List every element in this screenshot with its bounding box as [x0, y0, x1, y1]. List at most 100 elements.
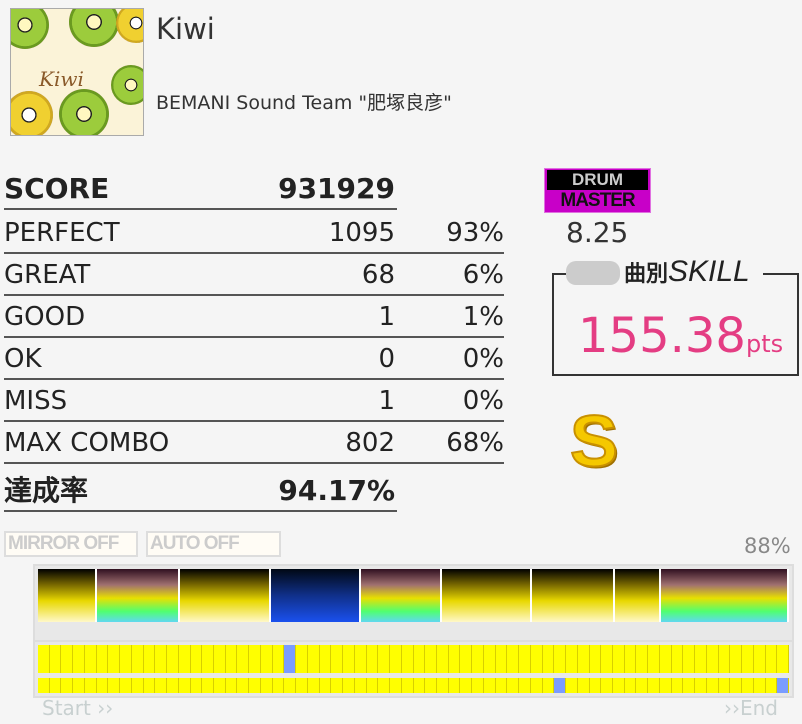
album-art: Kiwi	[10, 8, 144, 136]
timeline-cell	[753, 645, 766, 673]
difficulty-level: 8.25	[566, 216, 629, 249]
skill-box-border	[763, 273, 799, 275]
timeline-cell	[190, 645, 203, 673]
skill-label-text: SKILL	[668, 255, 750, 288]
judgement-row: PERFECT 1095 93%	[4, 212, 504, 254]
timeline-cell	[566, 678, 578, 693]
timeline-cell	[624, 678, 637, 693]
timeline-cell	[84, 678, 97, 693]
timeline-cell	[120, 645, 132, 673]
timeline-cell	[589, 645, 602, 673]
timeline-cell	[636, 645, 649, 673]
gauge-graph	[33, 564, 794, 654]
judgement-row: OK 0 0%	[4, 338, 504, 380]
judgement-row: MISS 1 0%	[4, 380, 504, 422]
timeline-cell	[777, 645, 789, 673]
gear-logo-icon	[566, 261, 620, 286]
timeline-cell	[225, 678, 238, 693]
judgement-label: GREAT	[4, 260, 91, 290]
timeline-cell	[331, 645, 344, 673]
judgement-label: MAX COMBO	[4, 428, 170, 458]
timeline-cell-miss	[284, 645, 297, 673]
timeline-cell	[460, 678, 473, 693]
timeline-cell	[765, 678, 778, 693]
timeline-cell	[472, 678, 484, 693]
timeline-cell	[483, 678, 496, 693]
judgement-row: GOOD 1 1%	[4, 296, 504, 338]
timeline-cell	[659, 645, 672, 673]
timeline-cell	[460, 645, 473, 673]
row-divider	[397, 420, 504, 422]
judgement-percent: 1%	[462, 302, 504, 332]
timeline-cell	[272, 678, 285, 693]
timeline-cell	[507, 645, 520, 673]
gauge-segment-yellow	[614, 569, 661, 622]
timeline-cell	[202, 645, 215, 673]
timeline-cell	[378, 678, 391, 693]
timeline-cell	[225, 645, 238, 673]
timeline-cell	[61, 678, 74, 693]
achievement-value: 94.17%	[278, 474, 395, 507]
timeline-cell	[765, 645, 778, 673]
judgement-count: 1095	[328, 218, 395, 248]
timeline-cell	[566, 645, 578, 673]
timeline-cell	[624, 645, 637, 673]
timeline-cell	[155, 645, 168, 673]
timeline-cell	[519, 678, 531, 693]
timeline-cell	[366, 678, 379, 693]
timeline-cell	[589, 678, 602, 693]
timeline-cell	[742, 678, 754, 693]
timeline-cell	[601, 678, 613, 693]
timeline-cell	[530, 678, 543, 693]
timeline-cell	[296, 678, 308, 693]
timeline-cell	[38, 645, 50, 673]
row-divider	[397, 294, 504, 296]
timeline-cell	[214, 645, 226, 673]
score-row: SCORE 931929	[4, 168, 397, 210]
start-label: Start ››	[42, 696, 114, 720]
gauge-segment-yellow	[180, 569, 271, 622]
timeline-cell	[495, 645, 508, 673]
timeline-cell	[483, 645, 496, 673]
timeline-cell	[436, 645, 449, 673]
timeline-cell	[413, 678, 426, 693]
timeline-cell	[178, 678, 191, 693]
timeline-cell	[753, 678, 766, 693]
judgement-percent: 0%	[462, 344, 504, 374]
difficulty-name: MASTER	[560, 190, 635, 211]
timeline-cell	[307, 645, 320, 673]
auto-option: AUTO OFF	[146, 531, 281, 557]
timeline-cell	[378, 645, 391, 673]
timeline-cell	[61, 645, 74, 673]
score-label: SCORE	[4, 172, 110, 205]
gauge-segment-rainbow	[97, 569, 181, 622]
timeline-cell	[49, 678, 62, 693]
gauge-segment-rainbow	[660, 569, 790, 622]
timeline-cell	[695, 645, 707, 673]
timeline-cell	[167, 645, 179, 673]
judgement-count: 802	[345, 428, 395, 458]
judgement-count: 1	[378, 386, 395, 416]
timeline-cell	[436, 678, 449, 693]
timeline-cell	[718, 678, 731, 693]
row-divider	[397, 252, 504, 254]
timeline-cell	[495, 678, 508, 693]
judgement-label: MISS	[4, 386, 68, 416]
judgement-count: 1	[378, 302, 395, 332]
timeline-cell	[366, 645, 379, 673]
timeline-cell	[319, 678, 332, 693]
timeline-cell	[343, 645, 355, 673]
achievement-row: 達成率 94.17%	[4, 470, 397, 512]
gauge-segment-yellow	[38, 569, 98, 622]
difficulty-badge: DRUM MASTER	[544, 168, 651, 213]
timeline-cell	[202, 678, 215, 693]
song-artist: BEMANI Sound Team "肥塚良彦"	[156, 92, 452, 114]
timeline-cell	[671, 645, 684, 673]
timeline-cell	[319, 645, 332, 673]
album-art-text: Kiwi	[39, 67, 84, 91]
timeline-cell	[284, 678, 297, 693]
timeline-cell	[612, 678, 625, 693]
judgement-row: GREAT 68 6%	[4, 254, 504, 296]
achievement-label: 達成率	[4, 474, 89, 507]
timeline-cell	[120, 678, 132, 693]
